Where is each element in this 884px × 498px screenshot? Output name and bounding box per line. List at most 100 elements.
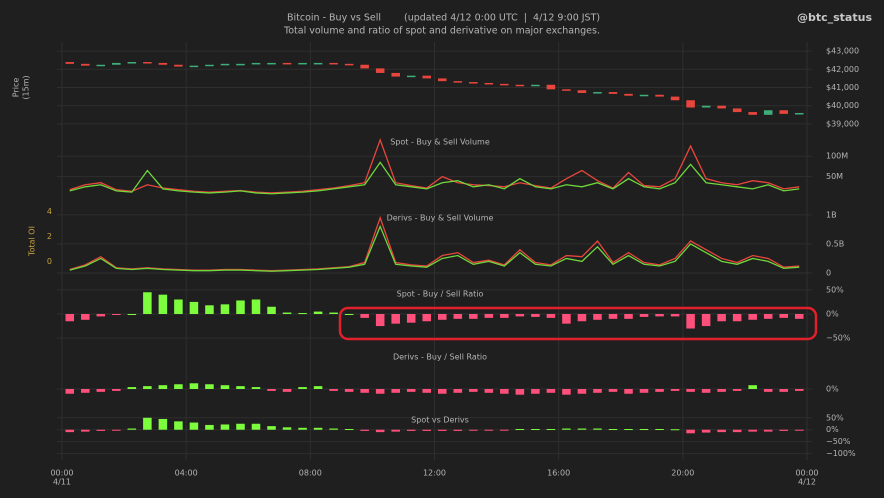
ratio-bar [391, 314, 400, 324]
ratio-bar [670, 389, 680, 391]
ratio-bar [422, 389, 432, 393]
ratio-bar [670, 314, 680, 317]
ratio-bar [670, 429, 680, 431]
updated-time: (updated 4/12 0:00 UTC | 4/12 9:00 JST) [404, 13, 600, 24]
candle [236, 63, 245, 66]
ratio-bar [81, 314, 90, 320]
ratio-bar [639, 429, 649, 431]
ratio-bar [686, 314, 695, 329]
ratio-bar [794, 429, 804, 431]
ratio-bar [546, 389, 556, 393]
panel-title: Spot - Buy / Sell Ratio [397, 290, 484, 299]
y-tick-label: 0.5B [826, 239, 844, 248]
candle [329, 62, 338, 65]
ratio-bar [220, 424, 230, 430]
ratio-bar [344, 389, 354, 392]
ratio-bar [189, 301, 199, 314]
ratio-bar [205, 305, 214, 314]
ratio-bar [531, 429, 540, 431]
candle [531, 84, 540, 87]
ratio-bar [174, 299, 183, 314]
ratio-bar [344, 429, 354, 431]
ratio-bar [624, 389, 633, 394]
candle [360, 64, 369, 69]
candle [220, 63, 230, 66]
candle [251, 62, 261, 65]
ratio-bar [717, 429, 726, 433]
ratio-bar [701, 429, 711, 433]
y-label-note: (15m) [22, 75, 31, 99]
ratio-bar [453, 389, 463, 393]
title: Bitcoin - Buy vs Sell [287, 13, 381, 24]
candle [453, 81, 463, 83]
candle [112, 62, 121, 65]
ratio-bar [360, 429, 369, 431]
candle [515, 84, 525, 87]
x-tick-label: 08:00 [299, 469, 322, 478]
y-tick-label: 50% [826, 285, 844, 294]
ratio-bar [639, 314, 649, 317]
ratio-bar [748, 385, 757, 389]
ratio-bar [500, 389, 509, 394]
ratio-bar [577, 314, 587, 322]
y-tick-label: $40,000 [826, 101, 859, 110]
ratio-bar [794, 314, 804, 319]
ratio-bar [779, 314, 788, 318]
candle [577, 90, 587, 93]
candle [96, 64, 106, 67]
ratio-bar [655, 314, 664, 317]
x-tick-label: 00:00 [795, 469, 818, 478]
ratio-bar [732, 389, 742, 391]
ratio-bar [174, 421, 183, 430]
candle [732, 108, 742, 113]
ratio-bar [763, 389, 773, 392]
candle [748, 112, 757, 115]
oi-tick-label: 4 [47, 207, 52, 216]
ratio-bar [453, 429, 463, 431]
candle [282, 62, 292, 65]
ratio-bar [717, 389, 726, 392]
candle [562, 89, 571, 91]
candle [65, 62, 75, 64]
ratio-bar [65, 314, 75, 322]
volume-line [69, 224, 800, 272]
volume-line [69, 138, 800, 194]
ratio-bar [127, 387, 137, 389]
y-tick-label: $42,000 [826, 65, 859, 74]
candle [639, 94, 649, 97]
ratio-bar [655, 429, 664, 431]
y-tick-label: 50% [826, 413, 844, 422]
ratio-bar [174, 384, 183, 389]
ratio-bar [251, 299, 261, 314]
ratio-bar [546, 314, 556, 318]
ratio-bar [794, 389, 804, 391]
ratio-bar [500, 429, 509, 431]
candle [717, 105, 726, 109]
ratio-bar [267, 306, 276, 314]
ratio-bar [313, 427, 323, 430]
ratio-bar [453, 314, 463, 319]
ratio-bar [484, 389, 494, 393]
ratio-bar [96, 429, 106, 431]
ratio-bar [422, 314, 432, 322]
ratio-bar [143, 292, 152, 314]
ratio-bar [282, 312, 292, 314]
ratio-bar [779, 389, 788, 392]
ratio-bar [375, 314, 385, 327]
candle [701, 105, 711, 108]
ratio-bar [112, 314, 121, 315]
candle [624, 93, 633, 96]
y-tick-label: 0 [826, 269, 831, 278]
candle [313, 62, 323, 65]
ratio-bar [236, 423, 245, 430]
highlight-box [338, 306, 818, 341]
panel-title: Derivs - Buy & Sell Volume [387, 214, 494, 223]
ratio-bar [593, 389, 602, 393]
candle [267, 62, 276, 65]
ratio-bar [236, 386, 245, 389]
x-date-label: 4/11 [53, 478, 71, 487]
ratio-bar [220, 304, 230, 314]
candle [81, 63, 90, 66]
ratio-bar [329, 428, 338, 430]
